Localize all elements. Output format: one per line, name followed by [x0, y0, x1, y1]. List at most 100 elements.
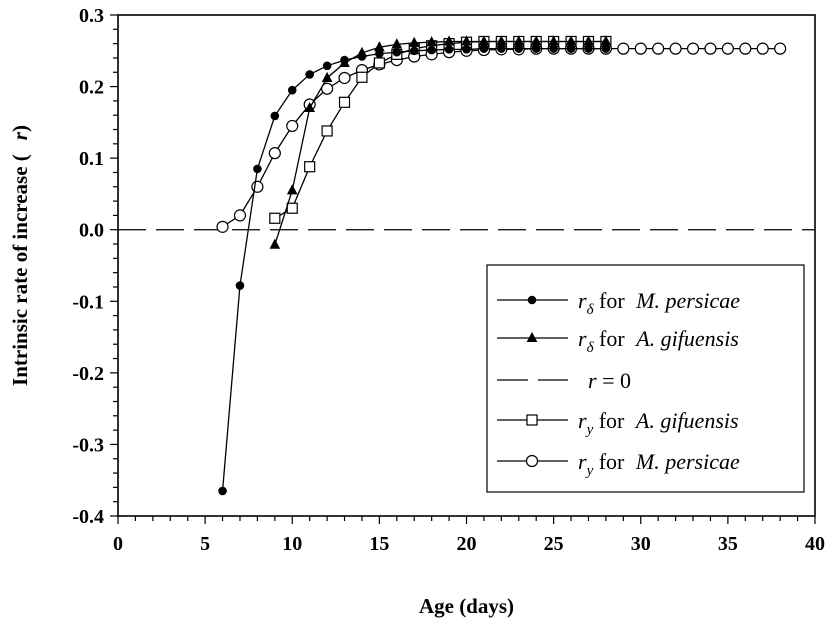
data-point-rd_ag [426, 36, 437, 47]
y-axis-title-close: ) [8, 125, 32, 132]
legend-species: A. gifuensis [634, 408, 739, 433]
series-rd_mp [218, 44, 611, 496]
data-point-rd_mp [340, 55, 349, 65]
data-point-rd_mp [584, 44, 593, 53]
data-point-rd_mp [270, 111, 280, 121]
data-point-ry_mp [338, 71, 351, 85]
data-point-ry_mp [617, 42, 630, 55]
data-point-ry_ag [321, 125, 333, 137]
data-point-rd_mp [444, 45, 454, 54]
data-point-ry_ag [304, 161, 316, 173]
x-tick-label: 10 [282, 533, 302, 555]
legend-marker [526, 414, 538, 426]
data-point-rd_mp [322, 61, 332, 71]
x-tick-label: 40 [805, 533, 825, 555]
legend-label: rδ for M. persicae [578, 288, 740, 318]
series-ry_ag [269, 35, 612, 224]
x-tick-label: 5 [200, 533, 210, 555]
legend-marker [525, 454, 539, 468]
legend-marker [526, 331, 538, 342]
y-tick-label: -0.2 [72, 363, 104, 385]
x-tick-label: 0 [113, 533, 123, 555]
y-tick-label: -0.4 [72, 506, 104, 528]
data-point-rd_ag [443, 35, 455, 46]
y-tick-label: 0.1 [79, 148, 104, 170]
data-point-ry_mp [268, 147, 281, 160]
data-point-rd_mp [601, 44, 611, 53]
data-point-rd_ag [461, 35, 472, 46]
data-point-ry_mp [233, 209, 247, 222]
legend-subscript: δ [587, 340, 595, 356]
data-point-ry_mp [216, 220, 229, 233]
series-line-rd_ag [274, 40, 606, 245]
legend-symbol: r [578, 408, 587, 433]
legend-for: for [594, 326, 631, 351]
legend-for: = 0 [597, 368, 631, 393]
data-point-ry_mp [669, 42, 682, 55]
data-point-rd_mp [375, 49, 384, 58]
legend-box [486, 264, 805, 493]
data-point-ry_ag [356, 71, 368, 83]
data-point-rd_mp [287, 85, 297, 95]
data-point-rd_ag [269, 238, 281, 249]
series-ry_mp [216, 42, 787, 233]
data-point-rd_mp [427, 45, 436, 55]
data-point-ry_ag [373, 57, 385, 69]
y-tick-label: 0.3 [79, 5, 104, 27]
legend-symbol: r [588, 368, 597, 393]
data-point-rd_ag [391, 38, 403, 49]
x-tick-label: 35 [718, 533, 738, 555]
data-point-ry_mp [686, 42, 700, 55]
legend-symbol: r [578, 288, 587, 313]
y-tick-label: 0.0 [79, 220, 104, 242]
legend-species: A. gifuensis [634, 326, 739, 351]
data-point-rd_ag [304, 101, 316, 113]
legend-for: for [594, 288, 631, 313]
data-point-ry_mp [634, 42, 647, 55]
x-tick-label: 30 [631, 533, 651, 555]
data-point-ry_ag [269, 212, 281, 224]
data-point-rd_mp [497, 44, 506, 53]
legend-entry-rd_mp: rδ for M. persicae [497, 288, 740, 318]
data-point-rd_mp [531, 44, 541, 53]
legend-for: for [593, 408, 630, 433]
legend-entry-ry_mp: ry for M. persicae [497, 449, 740, 479]
plot-frame [117, 14, 816, 517]
y-axis-title-symbol: r [8, 131, 32, 140]
data-point-ry_mp [704, 42, 717, 55]
tick-labels: 0 5 10 15 20 25 30 35 40 -0.4 -0.3 -0.2 -0.1 0.0 0.1 0.… [72, 5, 825, 555]
legend-symbol: r [578, 326, 587, 351]
legend-symbol: r [578, 449, 587, 474]
legend-entry-r_zero: r = 0 [497, 368, 631, 393]
legend-subscript: δ [587, 302, 595, 318]
data-point-rd_mp [566, 44, 576, 53]
x-tick-label: 25 [544, 533, 564, 555]
data-point-rd_mp [514, 44, 524, 53]
series-rd_ag [269, 35, 612, 249]
data-point-rd_mp [253, 164, 262, 174]
x-tick-label: 20 [457, 533, 477, 555]
data-series [216, 35, 787, 496]
data-point-rd_ag [286, 184, 298, 195]
y-tick-label: -0.1 [72, 291, 104, 313]
legend-marker [527, 295, 537, 305]
data-point-ry_mp [721, 42, 734, 55]
data-point-ry_ag [286, 202, 298, 214]
legend-label: ry for M. persicae [578, 449, 740, 479]
data-point-ry_mp [286, 119, 299, 133]
legend-subscript: y [585, 422, 594, 438]
data-point-ry_mp [739, 42, 752, 55]
data-point-rd_mp [235, 281, 245, 290]
legend-label: rδ for A. gifuensis [578, 326, 739, 356]
y-axis-title-text: Intrinsic rate of increase ( [8, 154, 32, 386]
data-point-ry_ag [338, 96, 351, 108]
legend-species: M. persicae [635, 449, 740, 474]
data-point-rd_mp [392, 47, 402, 57]
legend-label: r = 0 [588, 368, 631, 393]
data-point-ry_mp [652, 42, 665, 55]
legend-species: M. persicae [635, 288, 740, 313]
y-axis-title: Intrinsic rate of increase ( r) [8, 125, 32, 386]
data-point-rd_mp [479, 44, 489, 53]
y-tick-label: -0.3 [72, 434, 104, 456]
